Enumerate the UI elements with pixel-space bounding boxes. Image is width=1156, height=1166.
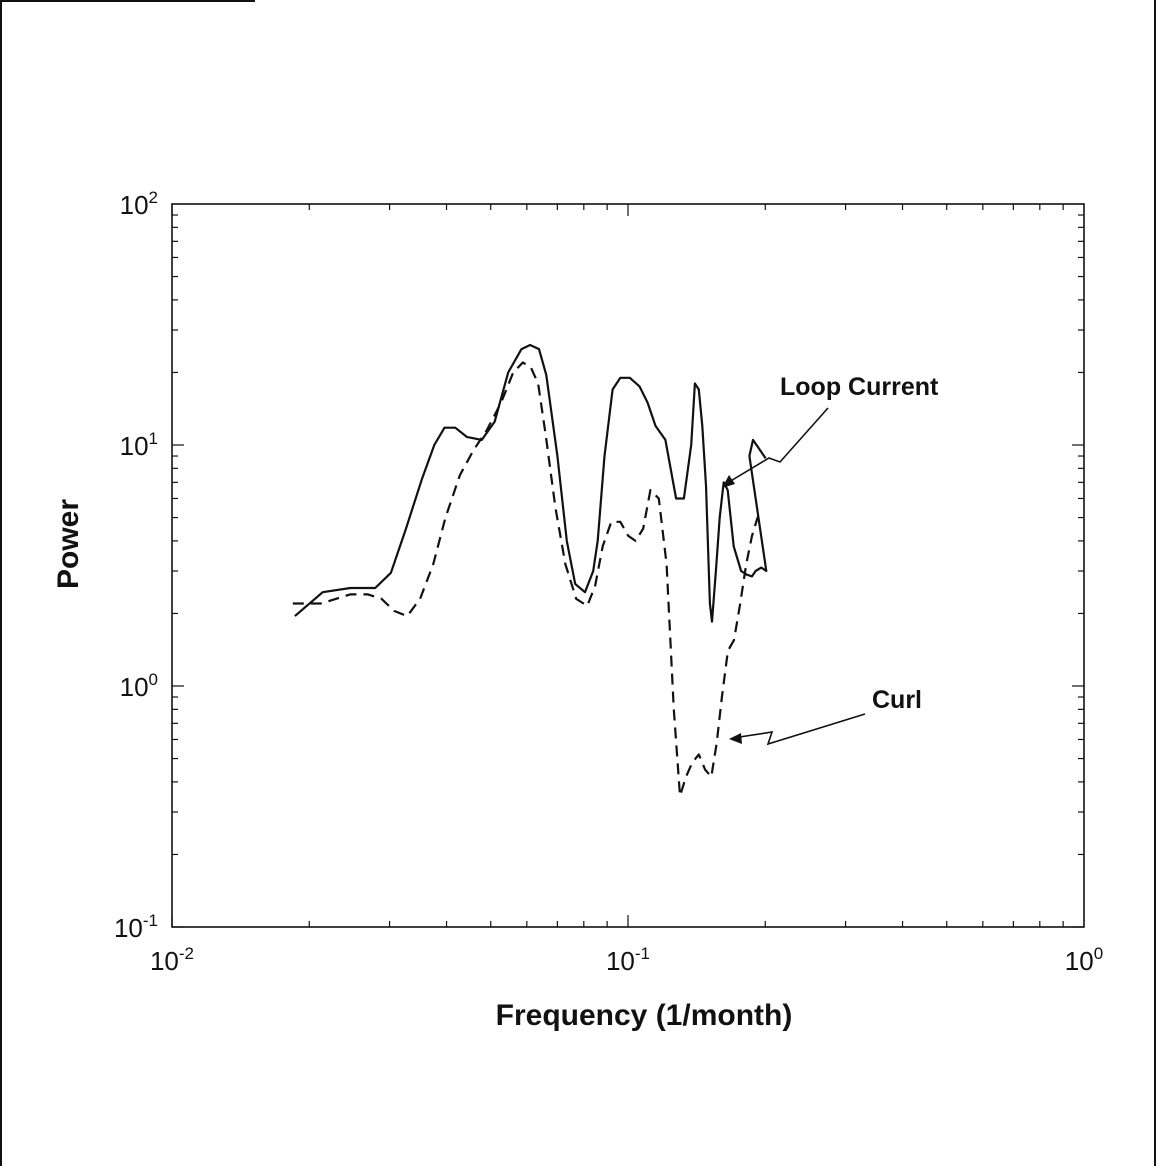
- y-tick-label: 100: [120, 670, 158, 702]
- leader-loop-current: [723, 407, 829, 486]
- series-line-loop-current: [294, 343, 768, 623]
- arrowhead-loop-current: [722, 475, 735, 488]
- series-layer: [292, 343, 768, 798]
- y-tick-label: 102: [120, 188, 158, 220]
- tick-marks: [171, 204, 1084, 928]
- series-line-curl: [292, 361, 763, 798]
- x-tick-label: 10-1: [606, 944, 650, 976]
- x-tick-label: 100: [1065, 944, 1103, 976]
- x-tick-label: 10-2: [150, 944, 194, 976]
- y-tick-label: 10-1: [114, 911, 158, 943]
- y-axis-title: Power: [52, 499, 85, 589]
- plot-area: [171, 203, 1085, 928]
- leader-curl: [732, 713, 866, 746]
- arrowhead-curl: [729, 733, 742, 744]
- y-tick-label: 101: [120, 429, 158, 461]
- annotation-curl: Curl: [872, 686, 922, 714]
- x-axis-title: Frequency (1/month): [496, 999, 793, 1032]
- annotation-loop-current: Loop Current: [780, 373, 939, 401]
